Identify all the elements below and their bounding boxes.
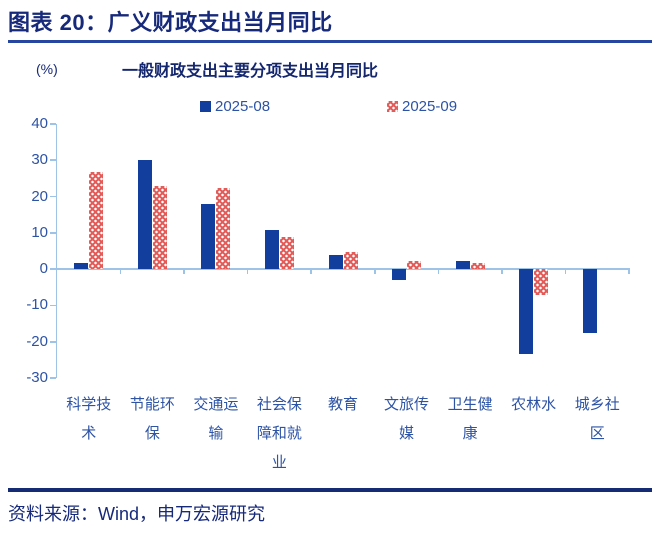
bar-2025-09: [89, 172, 104, 270]
y-axis-tick-label: 20: [31, 187, 48, 205]
bar-2025-09: [407, 260, 422, 270]
bar-2025-08: [392, 269, 407, 281]
y-axis-tick: [50, 123, 56, 125]
y-axis-tick-label: 40: [31, 115, 48, 132]
x-axis-tick: [310, 269, 313, 275]
y-axis-tick: [50, 195, 56, 198]
title-underline: [8, 40, 652, 43]
y-axis-tick: [50, 377, 56, 379]
y-axis-tick: [50, 232, 56, 234]
x-axis-category-label: 卫生健康: [447, 396, 493, 442]
x-axis-tick: [183, 269, 185, 275]
x-axis-category-label: 节能环保: [129, 396, 175, 442]
y-axis-tick: [50, 340, 56, 343]
x-axis-category-label: 教育: [327, 396, 358, 413]
y-axis-tick-label: -10: [26, 296, 48, 314]
bar-2025-09: [216, 187, 231, 270]
bar-2025-08: [455, 260, 470, 270]
bar-2025-09: [152, 186, 167, 270]
y-axis-tick-label: 30: [31, 151, 48, 169]
x-axis-tick: [437, 269, 440, 275]
x-axis-category-label: 社会保障和就业: [256, 396, 302, 471]
x-axis-line: [55, 268, 630, 270]
source-note: 资料来源：Wind，申万宏源研究: [8, 504, 266, 524]
figure-title: 图表 20：广义财政支出当月同比: [8, 10, 333, 35]
bar-2025-08: [137, 160, 152, 270]
bar-2025-08: [519, 269, 534, 355]
y-axis-line: [55, 124, 58, 378]
y-axis-tick-label: 0: [39, 260, 48, 278]
x-axis-category-label: 城乡社区: [574, 396, 620, 442]
x-axis-category-label: 农林水: [511, 396, 557, 413]
y-axis-tick-label: 10: [31, 223, 48, 241]
bar-2025-08: [264, 229, 279, 270]
x-axis-tick: [564, 269, 567, 275]
legend-swatch-dotted-red-icon: [387, 101, 398, 112]
bar-2025-09: [534, 269, 549, 295]
x-axis-tick: [628, 269, 630, 275]
legend-item-2025-09: 2025-09: [387, 98, 457, 115]
bar-2025-09: [343, 252, 358, 270]
bar-2025-09: [470, 262, 485, 270]
x-axis-tick: [119, 269, 122, 275]
legend-label-2025-08: 2025-08: [215, 98, 271, 115]
bar-2025-09: [279, 237, 294, 270]
x-axis-category-label: 科学技术: [66, 396, 112, 442]
y-axis-tick: [50, 159, 56, 162]
legend-swatch-solid-blue-icon: [200, 101, 211, 112]
y-axis-tick: [50, 268, 56, 270]
bar-2025-08: [328, 254, 343, 270]
legend-label-2025-09: 2025-09: [402, 98, 458, 115]
y-axis-tick-label: -20: [26, 332, 48, 350]
chart-title: 一般财政支出主要分项支出当月同比: [121, 63, 378, 80]
y-axis-tick: [50, 304, 56, 307]
footer-rule: [8, 488, 652, 492]
legend-item-2025-08: 2025-08: [200, 98, 270, 115]
bar-2025-08: [74, 263, 89, 270]
y-axis-tick-label: -30: [26, 369, 48, 386]
x-axis-tick: [246, 269, 249, 275]
y-axis-unit-label: (%): [36, 61, 58, 77]
x-axis-category-label: 交通运输: [193, 396, 239, 442]
bar-2025-08: [201, 203, 216, 270]
x-axis-tick: [373, 269, 376, 275]
bar-2025-08: [582, 269, 597, 333]
x-axis-category-label: 文旅传媒: [384, 396, 430, 442]
x-axis-tick: [501, 269, 503, 275]
